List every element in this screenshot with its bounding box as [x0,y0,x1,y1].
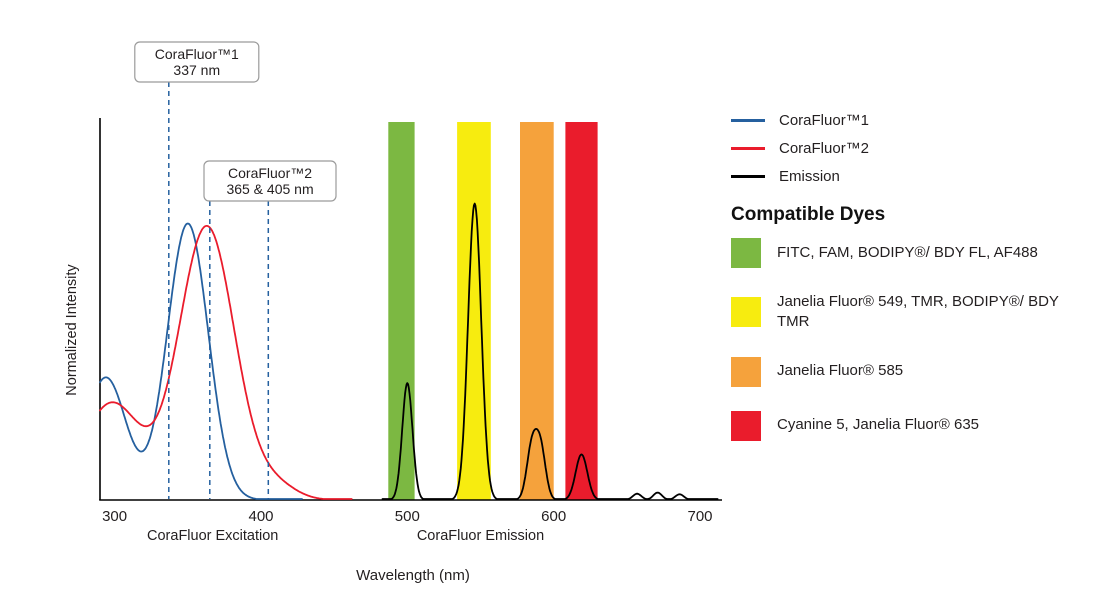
legend-entry: Emission [731,162,1107,190]
x-tick-label: 600 [541,508,566,525]
x-axis-title: Wavelength (nm) [356,567,470,584]
legend-line-swatch [731,174,765,178]
y-axis-title: Normalized Intensity [64,264,80,396]
legend-panel: CoraFluor™1 CoraFluor™2 Emission Compatibl… [731,106,1107,465]
dye-row: Janelia Fluor® 549, TMR, BODIPY®/ BDY TM… [731,292,1107,333]
filter-band-orange [520,122,554,500]
annotation-box [203,160,337,202]
legend-entry-label: Emission [779,167,840,185]
legend-entry-label: CoraFluor™2 [779,139,870,157]
dye-swatch [731,356,761,387]
legend-line-swatch [731,146,765,150]
dye-row: FITC, FAM, BODIPY®/ BDY FL, AF488 [731,238,1107,268]
x-tick-label: 700 [687,508,712,525]
dye-label: Cyanine 5, Janelia Fluor® 635 [777,416,980,434]
dye-label: FITC, FAM, BODIPY®/ BDY FL, AF488 [777,243,1038,261]
legend-series-list: CoraFluor™1 CoraFluor™2 Emission [731,106,1107,190]
dye-label: Janelia Fluor® 585 [777,362,904,380]
x-tick-label: 500 [395,508,420,525]
dye-row: Cyanine 5, Janelia Fluor® 635 [731,410,1107,441]
legend-entry: CoraFluor™1 [731,106,1107,134]
filter-band-red [565,122,598,500]
compatible-dyes-heading: Compatible Dyes [731,204,886,225]
dye-swatch [731,410,761,441]
x-tick-label: 300 [102,508,127,525]
annotation-subtitle: 365 & 405 nm [226,181,313,197]
annotation-box [134,41,260,83]
dye-list: FITC, FAM, BODIPY®/ BDY FL, AF488 Janelia… [731,238,1107,441]
x-tick-label: 400 [248,508,273,525]
curve-corafluor2-excitation [99,225,353,500]
dye-row: Janelia Fluor® 585 [731,356,1107,387]
dye-swatch [731,238,761,268]
dye-label: Janelia Fluor® 549, TMR, BODIPY®/ BDY TM… [777,293,1059,331]
legend-entry-label: CoraFluor™1 [779,111,870,129]
dye-swatch [731,297,761,328]
x-axis-group-label: CoraFluor Excitation [147,528,278,544]
annotation-title: CoraFluor™1 [155,46,239,62]
annotation-subtitle: 337 nm [173,62,220,78]
legend-line-swatch [731,118,765,122]
x-axis-group-label: CoraFluor Emission [417,528,544,544]
curve-emission [381,202,719,500]
curve-corafluor1-excitation [99,222,303,500]
legend-entry: CoraFluor™2 [731,134,1107,162]
annotation-title: CoraFluor™2 [228,165,312,181]
